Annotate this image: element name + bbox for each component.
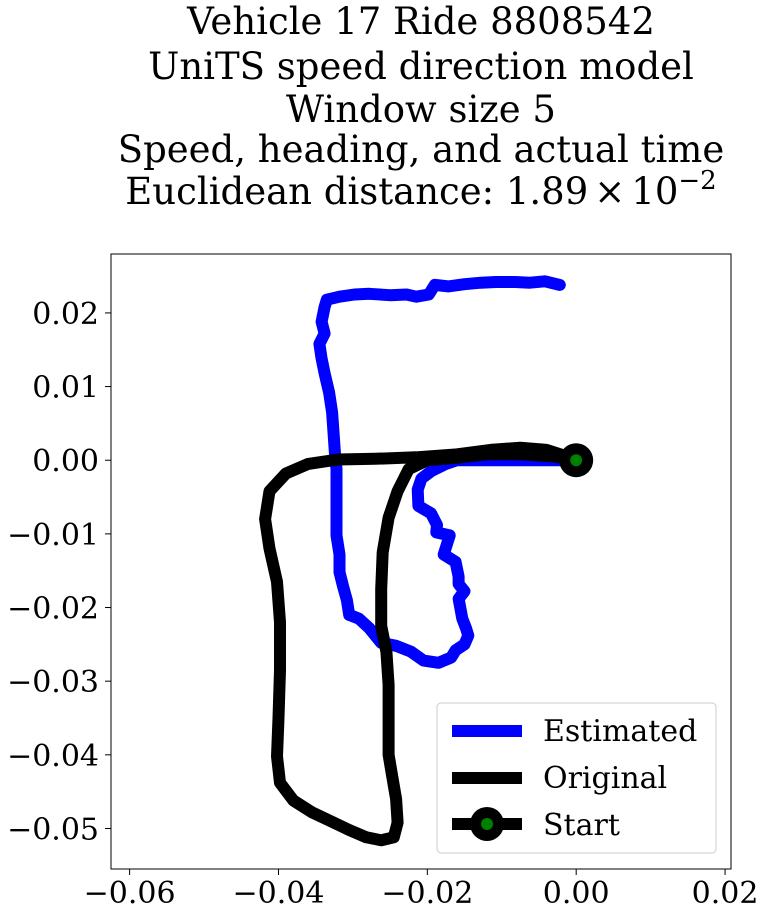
title-line-5: Euclidean distance: 1.89 × 10−2 <box>125 166 716 213</box>
x-tick-label: 0.00 <box>543 876 610 911</box>
legend-swatch-start-inner <box>481 818 493 830</box>
title-line-4: Speed, heading, and actual time <box>118 128 725 171</box>
x-tick-label: 0.02 <box>692 876 759 911</box>
legend-box <box>436 702 717 854</box>
legend-label-original: Original <box>543 761 667 796</box>
legend: Estimated Original Start <box>436 702 717 854</box>
chart-title: Vehicle 17 Ride 8808542 UniTS speed dire… <box>118 0 725 213</box>
legend-label-estimated: Estimated <box>543 714 697 749</box>
y-tick-label: 0.01 <box>32 371 99 406</box>
y-tick-label: 0.02 <box>32 297 99 332</box>
plot-area <box>259 275 594 847</box>
legend-label-start: Start <box>543 808 620 843</box>
title-distance-mantissa: 1.89 <box>506 170 588 213</box>
title-distance-prefix: Euclidean distance: <box>125 170 506 213</box>
y-tick-label: −0.04 <box>7 739 99 774</box>
title-line-1: Vehicle 17 Ride 8808542 <box>186 0 655 43</box>
x-tick-label: −0.06 <box>84 876 176 911</box>
y-tick-label: −0.03 <box>7 665 99 700</box>
y-tick-label: −0.02 <box>7 592 99 627</box>
title-distance-times: × <box>594 170 625 213</box>
y-tick-label: −0.01 <box>7 518 99 553</box>
title-distance-base: 10 <box>631 170 678 213</box>
x-tick-label: −0.02 <box>381 876 473 911</box>
title-distance-exponent: −2 <box>678 166 716 196</box>
y-tick-label: −0.05 <box>7 812 99 847</box>
y-tick-label: 0.00 <box>32 444 99 479</box>
x-axis: −0.06 −0.04 −0.02 0.00 0.02 <box>84 869 759 911</box>
x-tick-label: −0.04 <box>232 876 324 911</box>
series-line-estimated <box>313 275 583 669</box>
axes-frame <box>110 253 732 870</box>
y-axis: 0.02 0.01 0.00 −0.01 −0.02 −0.03 −0.04 −0.05 <box>7 297 111 847</box>
title-line-3: Window size 5 <box>286 88 556 131</box>
start-marker-inner <box>570 454 583 467</box>
title-line-2: UniTS speed direction model <box>148 45 694 88</box>
series-line-original <box>259 441 583 847</box>
